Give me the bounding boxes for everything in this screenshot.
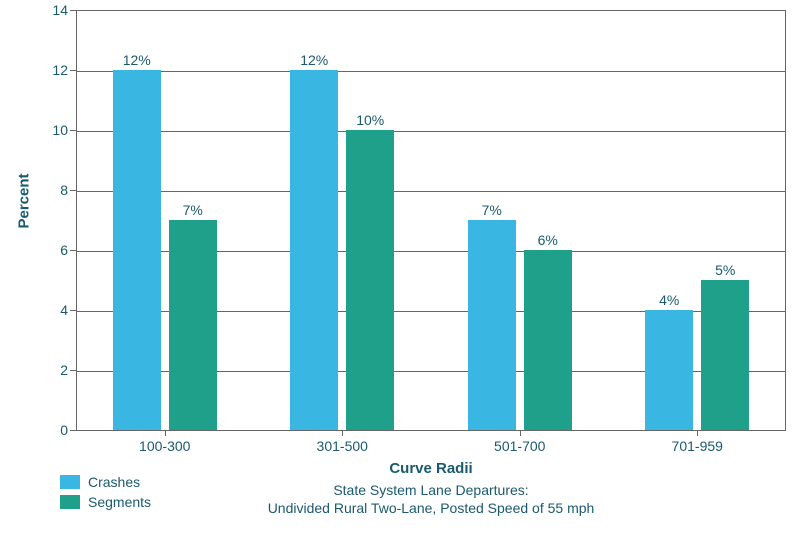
- bar-value-label: 10%: [356, 112, 384, 128]
- x-tick-label: 701-959: [672, 438, 723, 454]
- x-tick-label: 100-300: [139, 438, 190, 454]
- legend: Crashes Segments: [60, 474, 151, 514]
- x-axis-label: Curve Radii: [389, 460, 472, 477]
- y-tick-label: 12: [44, 62, 68, 78]
- subtitle-line-2: Undivided Rural Two-Lane, Posted Speed o…: [268, 500, 595, 516]
- x-tick-label: 301-500: [317, 438, 368, 454]
- y-tick-label: 4: [44, 302, 68, 318]
- bar-value-label: 5%: [715, 262, 735, 278]
- subtitle-line-1: State System Lane Departures:: [333, 482, 528, 498]
- y-axis-label: Percent: [16, 209, 33, 229]
- x-tick-mark: [165, 430, 166, 436]
- bar-value-label: 12%: [300, 52, 328, 68]
- bar-value-label: 4%: [659, 292, 679, 308]
- chart-subtitle: State System Lane Departures: Undivided …: [268, 482, 595, 517]
- x-tick-mark: [520, 430, 521, 436]
- bar: [701, 280, 749, 430]
- legend-label: Segments: [88, 494, 151, 510]
- x-tick-mark: [342, 430, 343, 436]
- legend-item: Crashes: [60, 474, 151, 490]
- y-tick-label: 14: [44, 2, 68, 18]
- bar-value-label: 7%: [482, 202, 502, 218]
- legend-label: Crashes: [88, 474, 140, 490]
- bar-value-label: 12%: [123, 52, 151, 68]
- y-tick-label: 10: [44, 122, 68, 138]
- bar-value-label: 6%: [538, 232, 558, 248]
- bar: [290, 70, 338, 430]
- gridline: [76, 191, 785, 192]
- plot-area: [76, 10, 786, 430]
- y-axis-line: [76, 10, 77, 430]
- bar: [524, 250, 572, 430]
- legend-swatch: [60, 495, 80, 509]
- x-tick-label: 501-700: [494, 438, 545, 454]
- bar-value-label: 7%: [183, 202, 203, 218]
- gridline: [76, 131, 785, 132]
- bar: [113, 70, 161, 430]
- x-axis-line: [76, 430, 786, 431]
- y-tick-label: 0: [44, 422, 68, 438]
- bar: [346, 130, 394, 430]
- legend-swatch: [60, 475, 80, 489]
- y-tick-label: 8: [44, 182, 68, 198]
- legend-item: Segments: [60, 494, 151, 510]
- bar: [169, 220, 217, 430]
- x-tick-mark: [697, 430, 698, 436]
- y-tick-label: 2: [44, 362, 68, 378]
- bar: [645, 310, 693, 430]
- bar-chart: Percent Curve Radii State System Lane De…: [0, 0, 800, 539]
- bar: [468, 220, 516, 430]
- gridline: [76, 71, 785, 72]
- y-tick-label: 6: [44, 242, 68, 258]
